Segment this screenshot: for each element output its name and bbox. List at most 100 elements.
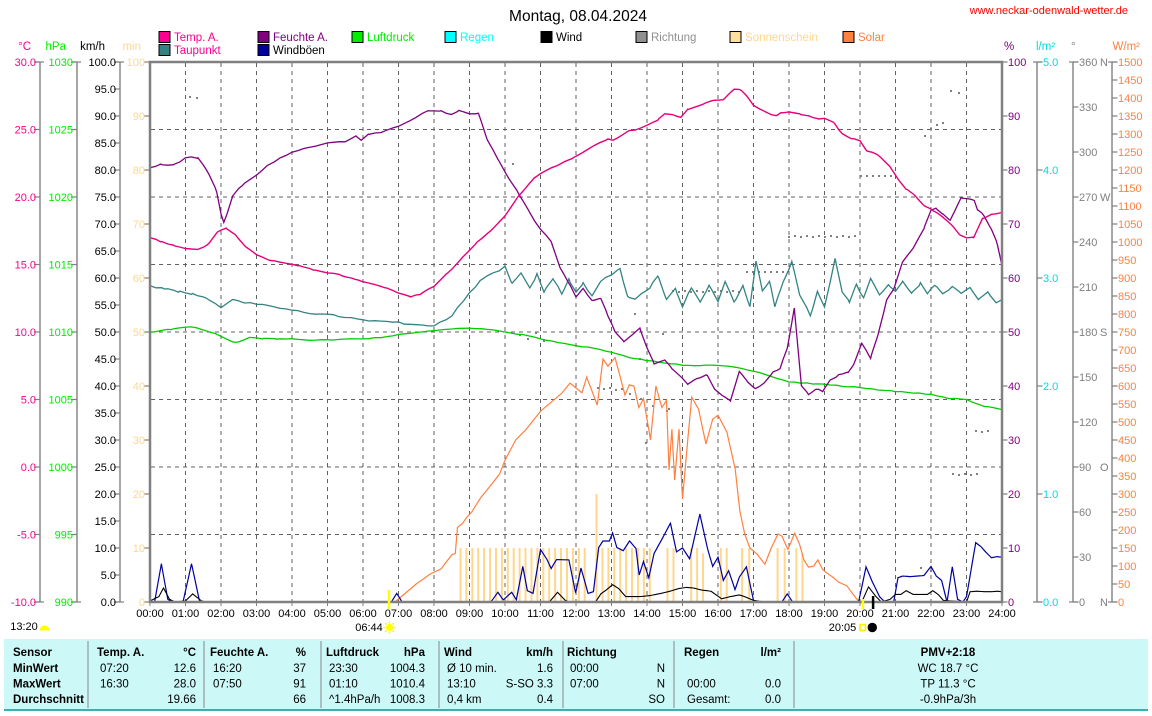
svg-text:21:00: 21:00 xyxy=(882,608,910,620)
svg-text:km/h: km/h xyxy=(526,647,553,659)
svg-text:1004.3: 1004.3 xyxy=(390,663,425,675)
svg-text:TP 11.3 °C: TP 11.3 °C xyxy=(920,679,975,691)
svg-text:1025: 1025 xyxy=(49,125,73,137)
svg-text:10: 10 xyxy=(1008,543,1020,555)
svg-text:750: 750 xyxy=(1118,327,1136,339)
svg-text:95.0: 95.0 xyxy=(95,84,116,96)
svg-text:Sonnenschein: Sonnenschein xyxy=(745,32,818,44)
svg-text:22:00: 22:00 xyxy=(917,608,945,620)
svg-text:Temp. A.: Temp. A. xyxy=(174,32,219,44)
svg-text:900: 900 xyxy=(1118,273,1136,285)
svg-text:600: 600 xyxy=(1118,381,1136,393)
svg-text:200: 200 xyxy=(1118,525,1136,537)
svg-text:1030: 1030 xyxy=(49,57,73,69)
svg-text:25.0: 25.0 xyxy=(15,125,36,137)
svg-text:330: 330 xyxy=(1079,102,1097,114)
svg-text:Wind: Wind xyxy=(444,647,472,659)
svg-text:13:00: 13:00 xyxy=(598,608,626,620)
svg-text:07:50: 07:50 xyxy=(213,679,242,691)
svg-text:90: 90 xyxy=(133,111,145,123)
svg-text:Luftdruck: Luftdruck xyxy=(326,647,380,659)
svg-text:1005: 1005 xyxy=(49,395,73,407)
svg-text:450: 450 xyxy=(1118,435,1136,447)
svg-text:1010: 1010 xyxy=(49,327,73,339)
svg-text:15:00: 15:00 xyxy=(669,608,697,620)
svg-text:www.neckar-odenwald-wetter.de: www.neckar-odenwald-wetter.de xyxy=(969,5,1128,17)
svg-text:0: 0 xyxy=(1079,597,1085,609)
svg-text:15.0: 15.0 xyxy=(15,260,36,272)
svg-text:Montag, 08.04.2024: Montag, 08.04.2024 xyxy=(509,8,647,25)
svg-text:28.0: 28.0 xyxy=(174,679,196,691)
svg-text:80: 80 xyxy=(1008,165,1020,177)
svg-text:1450: 1450 xyxy=(1118,75,1142,87)
svg-text:1200: 1200 xyxy=(1118,165,1142,177)
svg-text:0: 0 xyxy=(139,597,145,609)
svg-text:500: 500 xyxy=(1118,417,1136,429)
svg-text:15.0: 15.0 xyxy=(95,516,116,528)
svg-text:100: 100 xyxy=(1008,57,1026,69)
svg-text:12.6: 12.6 xyxy=(174,663,196,675)
svg-text:20: 20 xyxy=(1008,489,1020,501)
svg-text:04:00: 04:00 xyxy=(278,608,306,620)
svg-text:10:00: 10:00 xyxy=(491,608,519,620)
svg-text:0: 0 xyxy=(1008,597,1014,609)
svg-text:23:00: 23:00 xyxy=(953,608,981,620)
svg-text:0.0: 0.0 xyxy=(1043,597,1058,609)
svg-text:850: 850 xyxy=(1118,291,1136,303)
svg-text:W: W xyxy=(1100,192,1111,204)
svg-text:N: N xyxy=(1100,57,1108,69)
svg-text:N: N xyxy=(1100,597,1108,609)
svg-text:30: 30 xyxy=(1079,552,1091,564)
svg-text:150: 150 xyxy=(1118,543,1136,555)
svg-text:23:30: 23:30 xyxy=(329,663,358,675)
svg-text:4.0: 4.0 xyxy=(1043,165,1058,177)
svg-text:00:00: 00:00 xyxy=(136,608,164,620)
svg-text:1.0: 1.0 xyxy=(1043,489,1058,501)
svg-text:17:00: 17:00 xyxy=(740,608,768,620)
svg-text:66: 66 xyxy=(293,694,306,706)
svg-text:995: 995 xyxy=(55,530,73,542)
svg-text:990: 990 xyxy=(55,597,73,609)
svg-text:91: 91 xyxy=(293,679,306,691)
svg-text:20.0: 20.0 xyxy=(15,192,36,204)
svg-text:30: 30 xyxy=(1008,435,1020,447)
svg-text:l/m²: l/m² xyxy=(761,647,782,659)
svg-text:Regen: Regen xyxy=(684,647,719,659)
svg-text:16:00: 16:00 xyxy=(704,608,732,620)
svg-text:0: 0 xyxy=(1118,597,1124,609)
svg-text:-10.0: -10.0 xyxy=(11,597,36,609)
svg-text:°C: °C xyxy=(18,41,31,53)
svg-text:1250: 1250 xyxy=(1118,147,1142,159)
svg-text:1150: 1150 xyxy=(1118,183,1142,195)
svg-text:02:00: 02:00 xyxy=(207,608,235,620)
svg-text:%: % xyxy=(296,647,306,659)
svg-text:37: 37 xyxy=(293,663,306,675)
svg-text:Wind: Wind xyxy=(556,32,582,44)
svg-text:01:10: 01:10 xyxy=(329,679,358,691)
svg-text:50: 50 xyxy=(1008,327,1020,339)
svg-text:650: 650 xyxy=(1118,363,1136,375)
svg-text:360: 360 xyxy=(1079,57,1097,69)
svg-text:2.0: 2.0 xyxy=(1043,381,1058,393)
svg-text:50: 50 xyxy=(1118,579,1130,591)
svg-text:50.0: 50.0 xyxy=(95,327,116,339)
svg-text:20:00: 20:00 xyxy=(846,608,874,620)
svg-text:O: O xyxy=(1100,462,1109,474)
svg-text:MinWert: MinWert xyxy=(13,663,58,675)
svg-text:100: 100 xyxy=(1118,561,1136,573)
svg-text:80: 80 xyxy=(133,165,145,177)
svg-text:l/m²: l/m² xyxy=(1036,41,1055,53)
svg-text:Solar: Solar xyxy=(858,32,885,44)
svg-text:Luftdruck: Luftdruck xyxy=(367,32,415,44)
svg-text:16:20: 16:20 xyxy=(213,663,242,675)
svg-text:70: 70 xyxy=(1008,219,1020,231)
svg-text:75.0: 75.0 xyxy=(95,192,116,204)
svg-text:700: 700 xyxy=(1118,345,1136,357)
svg-text:07:00: 07:00 xyxy=(385,608,413,620)
svg-text:12:00: 12:00 xyxy=(562,608,590,620)
svg-text:Richtung: Richtung xyxy=(651,32,696,44)
svg-text:1350: 1350 xyxy=(1118,111,1142,123)
svg-text:Richtung: Richtung xyxy=(567,647,617,659)
svg-text:Durchschnitt: Durchschnitt xyxy=(13,694,84,706)
svg-text:01:00: 01:00 xyxy=(172,608,200,620)
